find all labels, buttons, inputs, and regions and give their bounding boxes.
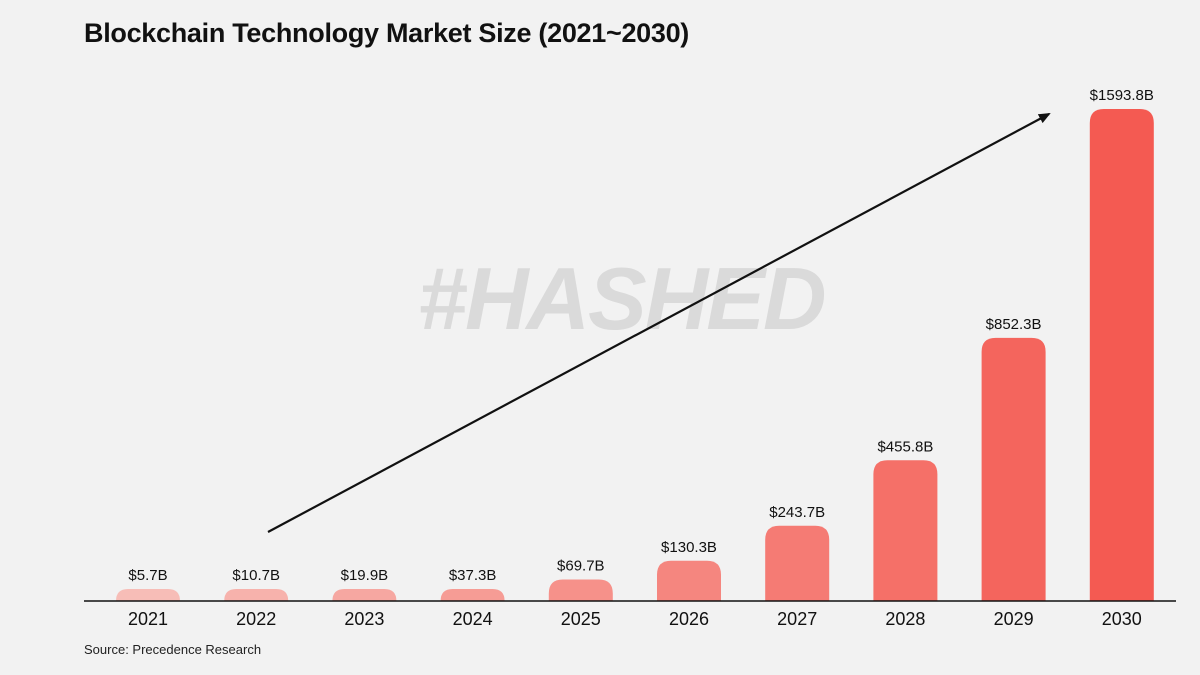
data-label-2030: $1593.8B <box>1090 87 1154 104</box>
bar-2030 <box>1089 109 1154 601</box>
bar-2024 <box>440 589 505 601</box>
bar-2023 <box>332 589 397 601</box>
x-tick-2023: 2023 <box>344 609 384 629</box>
x-tick-2022: 2022 <box>236 609 276 629</box>
source-note: Source: Precedence Research <box>84 642 262 657</box>
bar-2021 <box>116 589 180 601</box>
bar-2027 <box>765 525 830 601</box>
data-label-2025: $69.7B <box>557 557 605 574</box>
x-tick-2029: 2029 <box>994 609 1034 629</box>
hashed-watermark-logo: #HASHED <box>418 249 827 348</box>
data-label-2024: $37.3B <box>449 567 497 584</box>
data-label-2027: $243.7B <box>769 504 825 521</box>
chart-title: Blockchain Technology Market Size (2021~… <box>84 18 689 48</box>
bar-2022 <box>224 589 289 601</box>
x-tick-2026: 2026 <box>669 609 709 629</box>
x-tick-2028: 2028 <box>885 609 925 629</box>
data-label-2028: $455.8B <box>877 438 933 455</box>
bar-2026 <box>657 560 721 601</box>
x-tick-2027: 2027 <box>777 609 817 629</box>
bars-layer: $5.7B 2021 $10.7B 2022 $19.9B 2023 $37.3B 2024 $… <box>116 87 1154 629</box>
bar-2029 <box>981 337 1046 601</box>
x-tick-2021: 2021 <box>128 609 168 629</box>
bar-2028 <box>873 460 938 601</box>
data-label-2029: $852.3B <box>986 316 1042 333</box>
bar-2025 <box>548 579 613 601</box>
data-label-2022: $10.7B <box>232 567 280 584</box>
x-tick-2024: 2024 <box>453 609 493 629</box>
data-label-2021: $5.7B <box>128 567 167 584</box>
x-tick-2030: 2030 <box>1102 609 1142 629</box>
x-tick-2025: 2025 <box>561 609 601 629</box>
data-label-2026: $130.3B <box>661 539 717 556</box>
trend-arrow <box>267 113 1051 533</box>
data-label-2023: $19.9B <box>341 567 389 584</box>
